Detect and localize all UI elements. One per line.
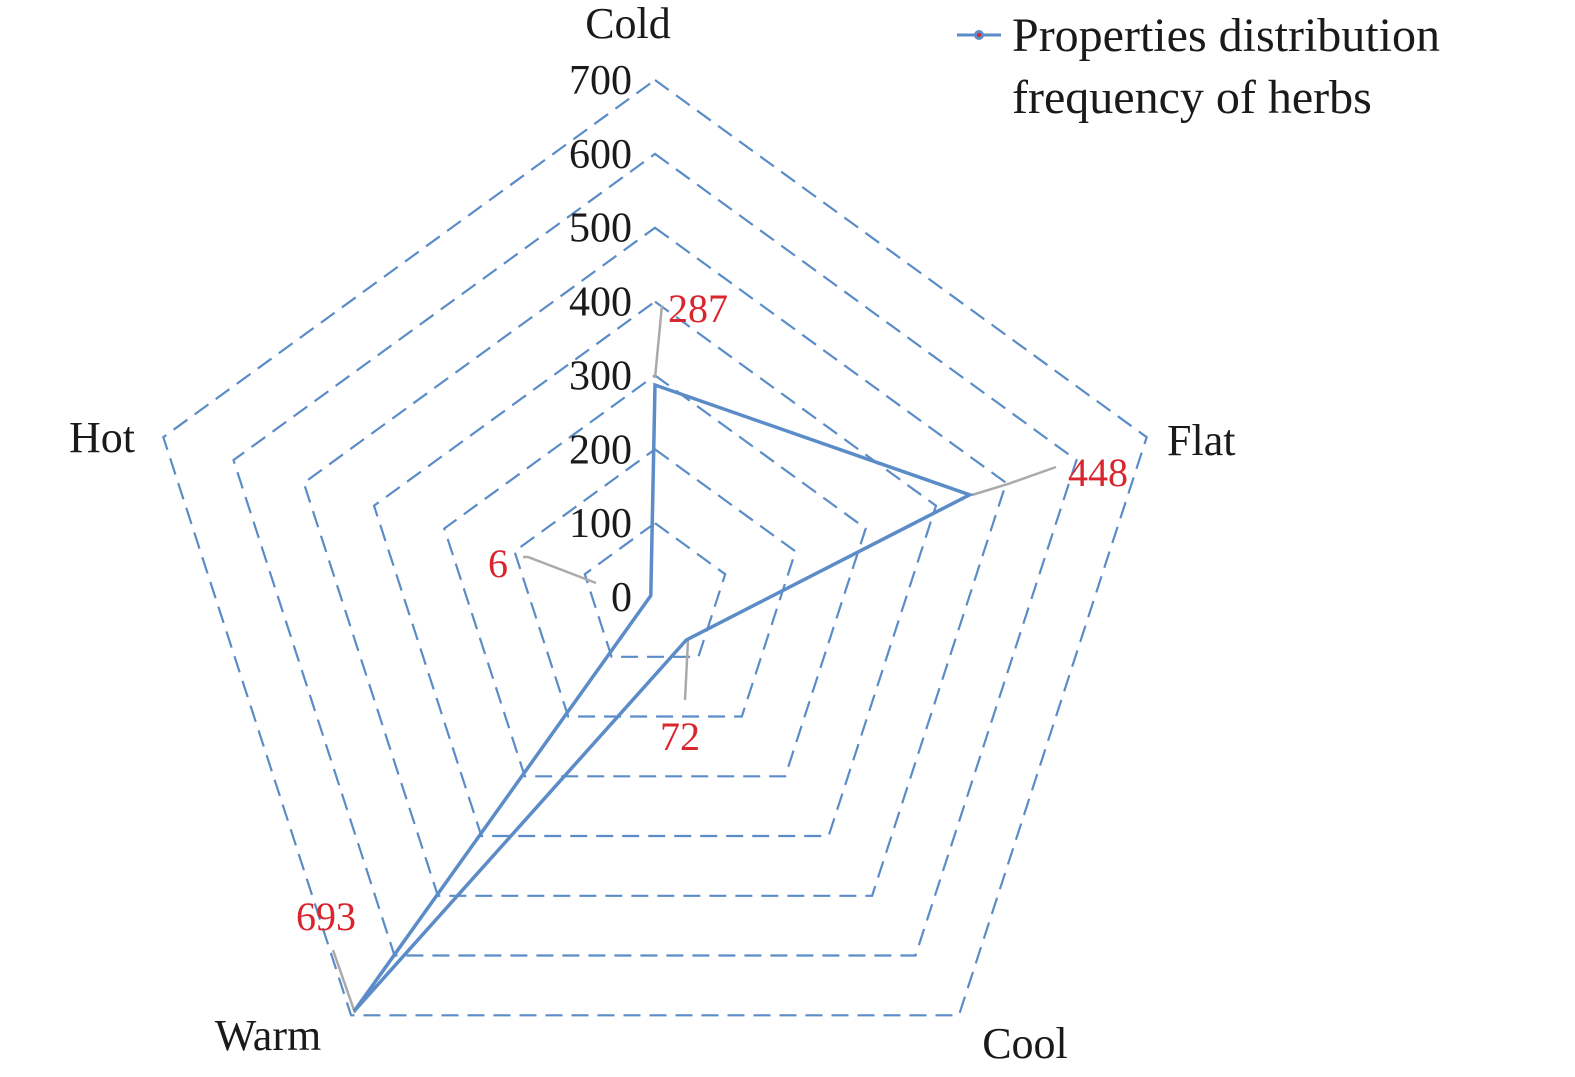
legend: Properties distribution frequency of her…: [957, 9, 1440, 124]
category-labels: Cold Flat Cool Warm Hot: [69, 0, 1235, 1068]
tick-label: 200: [569, 427, 632, 473]
category-label-cool: Cool: [982, 1019, 1068, 1068]
series-line: [352, 382, 975, 1013]
data-labels: 287 448 72 693 6: [296, 286, 1128, 939]
grid-ring-100: [583, 521, 727, 658]
leader-line: [331, 949, 357, 1014]
grid-ring-600: [232, 152, 1078, 957]
data-label-hot: 6: [488, 541, 508, 586]
legend-label-line-2: frequency of herbs: [1012, 71, 1372, 124]
tick-label: 0: [611, 575, 632, 621]
tick-label: 500: [569, 206, 632, 252]
data-label-leader-lines: [331, 304, 1057, 1014]
tick-label: 300: [569, 353, 632, 399]
radial-tick-labels: 0 100 200 300 400 500 600 700: [569, 58, 632, 621]
grid-ring-400: [372, 300, 938, 838]
leader-line: [683, 639, 690, 701]
data-label-cold: 287: [668, 286, 728, 331]
category-label-warm: Warm: [215, 1011, 321, 1060]
legend-label-line-1: Properties distribution: [1012, 9, 1440, 62]
leader-line: [971, 465, 1057, 497]
category-label-cold: Cold: [585, 0, 671, 48]
leader-line: [523, 555, 597, 585]
grid-ring-200: [513, 447, 797, 718]
grid-ring-700: [162, 78, 1148, 1017]
series-lines: [352, 382, 975, 1013]
grid-ring-300: [443, 374, 867, 778]
tick-label: 100: [569, 501, 632, 547]
category-label-flat: Flat: [1167, 416, 1235, 465]
data-label-cool: 72: [660, 714, 700, 759]
data-label-flat: 448: [1068, 450, 1128, 495]
tick-label: 400: [569, 280, 632, 326]
category-label-hot: Hot: [69, 413, 135, 462]
legend-point-marker-center: [977, 33, 981, 37]
radar-grid: [162, 78, 1148, 1017]
leader-line: [653, 304, 664, 379]
grid-ring-500: [302, 226, 1008, 897]
tick-label: 600: [569, 132, 632, 178]
data-label-warm: 693: [296, 894, 356, 939]
tick-label: 700: [569, 58, 632, 104]
